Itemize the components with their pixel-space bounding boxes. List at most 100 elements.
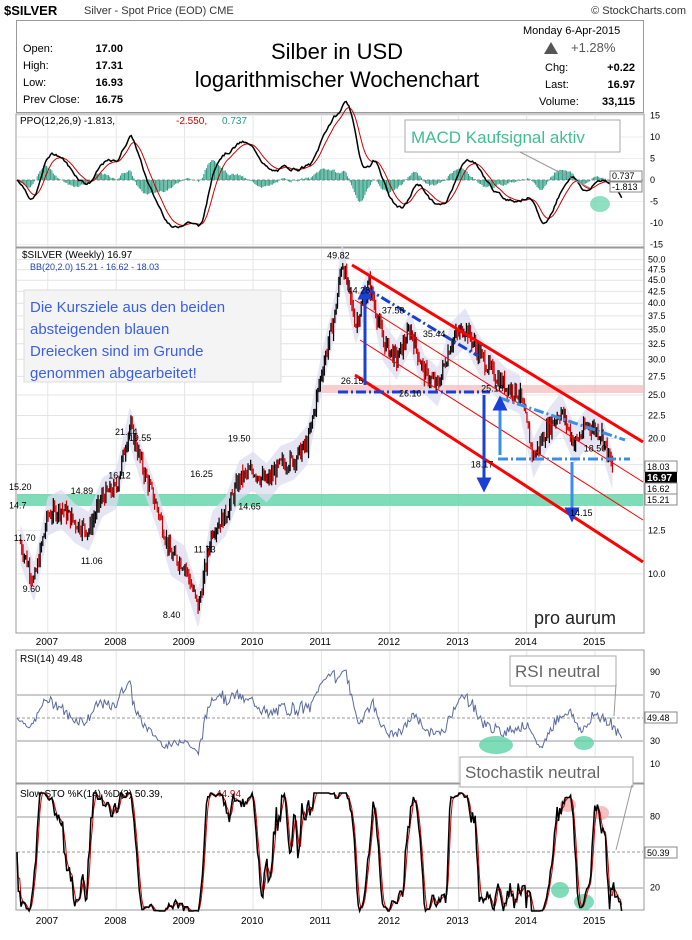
symbol-title: $SILVER: [4, 3, 58, 18]
price-point-label: 26.10: [399, 389, 422, 399]
ppo-label: PPO(12,26,9) -1.813,: [20, 116, 115, 127]
price-tick-label: 42.5: [648, 286, 666, 296]
price-point-label: 14.89: [71, 486, 94, 496]
ppo-hist-tag: [609, 170, 643, 182]
sto-pointer-line: [615, 784, 633, 851]
x-axis-year-label-bottom: 2015: [583, 916, 606, 927]
price-tick-label: 50.0: [648, 255, 666, 265]
x-axis-year-label: 2015: [583, 637, 606, 648]
ppo-tick-label: 5: [650, 154, 655, 164]
last-value: 16.97: [607, 79, 635, 91]
open-value: 17.00: [95, 43, 123, 55]
price-tick-label: 27.5: [648, 371, 666, 381]
sto-label: Slow STO %K(14) %D(3) 50.39,: [20, 789, 163, 800]
rsi-label: RSI(14) 49.48: [20, 654, 83, 665]
price-point-label: 14.65: [238, 501, 261, 511]
watermark-logo: pro aurum: [534, 608, 616, 628]
price-tick-label: 25.0: [648, 390, 666, 400]
price-point-label: 35.44: [423, 329, 446, 339]
price-tick-label: 35.0: [648, 324, 666, 334]
sto-value-tag: [644, 846, 678, 859]
annotation-line-3: Dreiecken sind im Grunde: [30, 343, 203, 360]
price-point-label: 8.40: [163, 610, 181, 620]
macd-annotation: MACD Kaufsignal aktiv: [411, 128, 585, 147]
rsi-pointer-line: [613, 683, 617, 717]
price-point-label: 37.58: [382, 305, 405, 315]
channel-mid-line-1: [354, 299, 644, 483]
price-tick-label: 10.0: [648, 569, 666, 579]
ppo-tick-label: 0: [650, 175, 655, 185]
lower-band-tag: [644, 493, 678, 506]
x-axis-year-label-bottom: 2010: [241, 916, 264, 927]
ppo-signal-label: -2.550,: [176, 116, 207, 127]
low-label: Low:: [23, 77, 47, 89]
chart-title-line2: logarithmischer Wochenchart: [194, 67, 480, 92]
rsi-value: 49.48: [647, 713, 670, 723]
channel-lower-line: [354, 373, 644, 564]
price-point-label: 49.82: [327, 250, 350, 260]
sto-tick-label: 80: [650, 812, 660, 822]
price-point-label: 19.55: [129, 433, 152, 443]
rsi-line: [16, 669, 623, 757]
ppo-line-value: -1.813: [612, 182, 638, 192]
volume-value: 33,115: [601, 96, 635, 108]
prev-close-value: 16.75: [95, 94, 123, 106]
sto-d-label: 44.94: [216, 789, 241, 800]
channel-upper-line: [351, 263, 644, 444]
price-tick-label: 20.0: [648, 434, 666, 444]
price-point-label: 11.73: [194, 545, 216, 555]
chg-label: Chg:: [545, 62, 569, 74]
price-point-label: 16.12: [108, 471, 131, 481]
last-price-tag: [645, 472, 677, 483]
pct-change: +1.28%: [571, 40, 616, 55]
price-point-label: 44.28: [348, 285, 371, 295]
x-axis-year-label-bottom: 2007: [36, 916, 59, 927]
price-point-label: 15.20: [9, 482, 32, 492]
price-point-label: 25.18: [481, 384, 504, 394]
rsi-tick-label: 90: [650, 667, 660, 677]
price-point-label: 16.25: [190, 469, 213, 479]
price-point-label: 21.44: [115, 427, 138, 437]
volume-label: Volume:: [539, 96, 579, 108]
last-label: Last:: [545, 79, 569, 91]
price-tick-label: 32.5: [648, 339, 666, 349]
rsi-annotation-box: [509, 655, 617, 687]
triangle2-top-line: [499, 396, 626, 442]
x-axis-year-label-bottom: 2014: [515, 916, 538, 927]
sto-panel-frame: [15, 783, 645, 911]
ppo-tick-label: -15: [650, 240, 663, 250]
upper-band-value: 18.03: [647, 462, 670, 472]
ppo-hist-value: 0.737: [612, 171, 635, 181]
triangle1-top-line: [365, 286, 479, 358]
price-point-label: 11.06: [81, 556, 103, 566]
x-axis-year-label: 2011: [309, 637, 331, 648]
price-point-label: 14.7: [9, 501, 27, 511]
annotation-line-4: genommen abgearbeitet!: [30, 365, 197, 382]
x-axis-year-label-bottom: 2011: [309, 916, 331, 927]
high-label: High:: [23, 60, 49, 72]
bollinger-band: [20, 245, 613, 628]
lower-band-value: 15.21: [647, 495, 670, 505]
rsi-tick-label: 10: [650, 759, 660, 769]
open-label: Open:: [23, 43, 53, 55]
macd-annotation-box: [404, 119, 621, 153]
mid-band-value: 16.62: [647, 484, 670, 494]
last-price-value: 16.97: [647, 473, 672, 484]
price-tick-label: 45.0: [648, 275, 666, 285]
chart-title-line1: Silber in USD: [270, 39, 404, 64]
rsi-low-marker-2: [574, 736, 594, 750]
ppo-tick-label: -5: [650, 197, 658, 207]
chg-value: +0.22: [607, 62, 635, 74]
sto-k-line: [16, 790, 623, 914]
support-zone: [17, 494, 643, 506]
ppo-tick-label: 15: [650, 111, 660, 121]
sto-tick-label: 20: [650, 882, 660, 892]
ppo-tick-label: 10: [650, 132, 660, 142]
ppo-hist-label: 0.737: [222, 116, 247, 127]
price-tick-label: 40.0: [648, 298, 666, 308]
x-axis-year-label-bottom: 2012: [378, 916, 401, 927]
x-axis-year-label: 2008: [104, 637, 127, 648]
rsi-annotation: RSI neutral: [515, 662, 600, 681]
